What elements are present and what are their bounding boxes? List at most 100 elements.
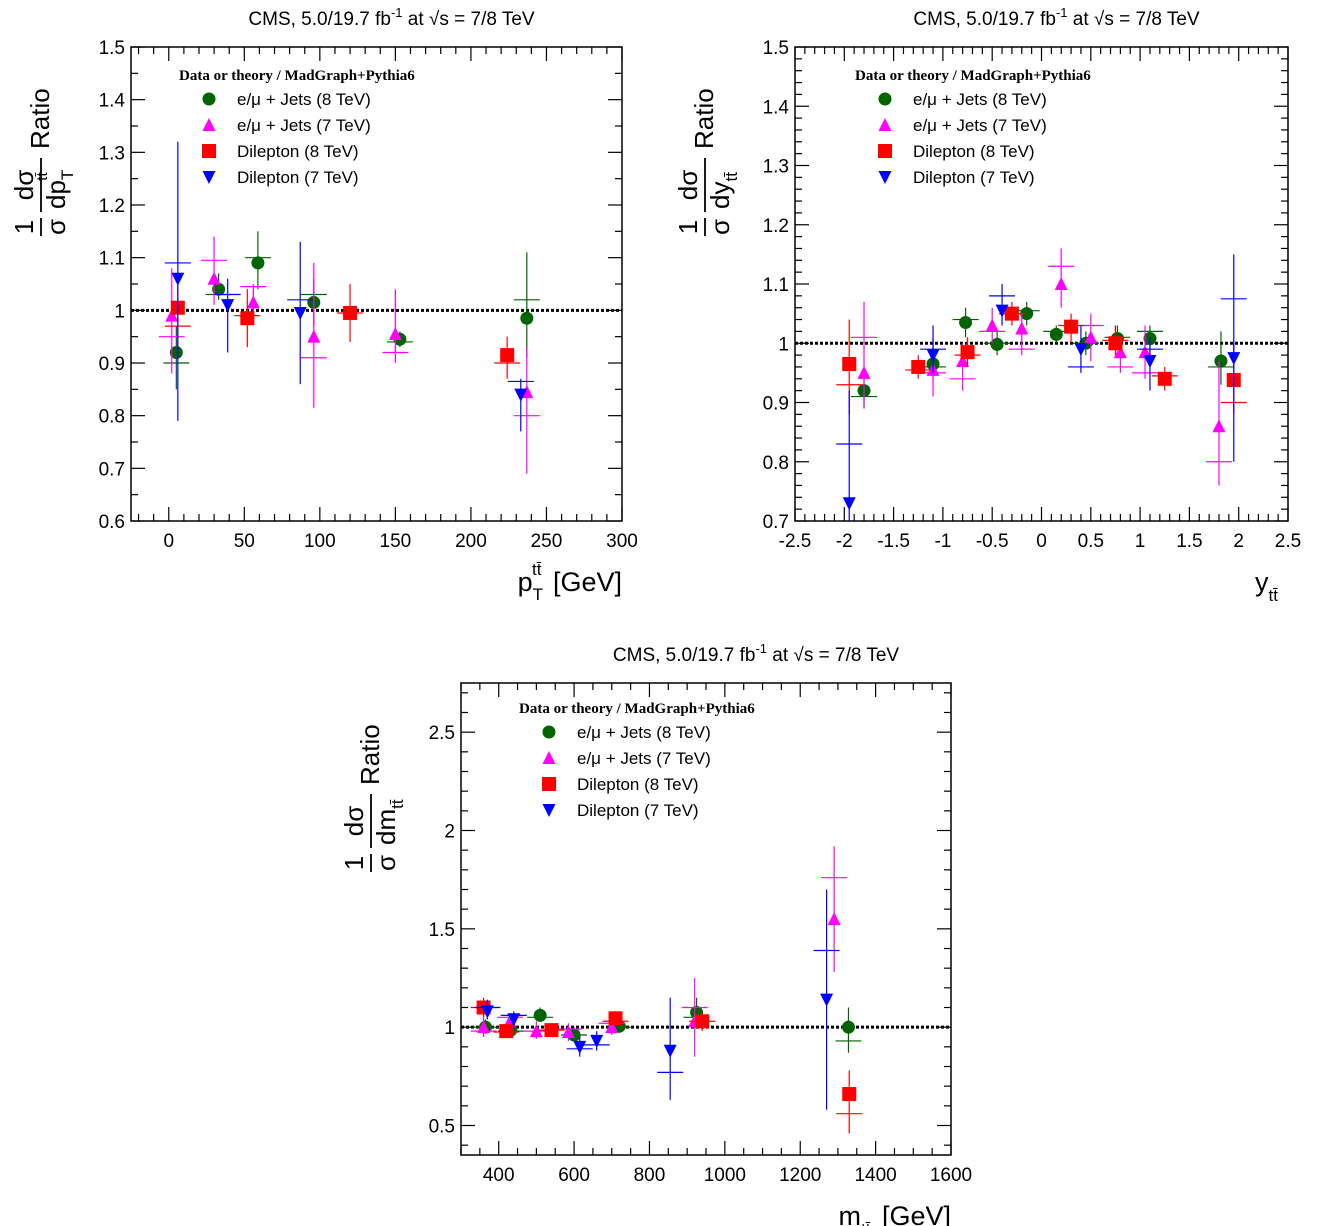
xlabel-base: p [518, 567, 533, 597]
series-ej7 [470, 846, 848, 1057]
data-marker [1020, 307, 1034, 321]
ylabel-ratio: Ratio [355, 724, 385, 785]
data-marker [207, 271, 221, 285]
data-marker [171, 272, 185, 286]
x-tick-label: -0.5 [976, 531, 1009, 552]
x-tick-label: 800 [634, 1165, 666, 1186]
data-marker [1143, 355, 1157, 369]
series-ej7 [158, 236, 540, 474]
legend-label: e/μ + Jets (7 TeV) [913, 116, 1047, 135]
x-axis-label: pTtt̄ [GeV] [518, 560, 622, 604]
series-ej7 [851, 248, 1232, 486]
data-point [1043, 325, 1070, 344]
y-tick-label: 1.3 [763, 157, 789, 178]
chart-panel-2: -2.5 -2 -1.5 -1 -0.5 0 0.5 1 1.5 2 2.5 0.7 0.8 0.9 1 1.… [673, 5, 1301, 605]
data-marker [956, 354, 970, 368]
data-marker [1157, 371, 1172, 386]
chart-panel-3: 400 600 800 1000 1200 1400 1600 0.5 1 1.5 2 2.5 Data… [339, 641, 972, 1226]
y-axis-label: 1 σ dσ dytt̄ Ratio [673, 88, 741, 236]
ylabel-num: dσ [339, 806, 369, 837]
data-point [583, 1031, 610, 1051]
xlabel-base: m [839, 1201, 862, 1226]
x-tick-label: 150 [380, 531, 412, 552]
ylabel-ratio: Ratio [25, 88, 55, 149]
title-part: CMS, 5.0/19.7 fb [613, 645, 756, 666]
title-part: at √s = 7/8 TeV [1068, 9, 1200, 30]
series-dl7 [164, 141, 534, 432]
title-sup: -1 [1056, 5, 1068, 20]
data-marker [1108, 336, 1123, 351]
data-marker [477, 1020, 491, 1034]
data-point [954, 337, 981, 367]
legend: Data or theory / MadGraph+Pythia6 e/μ + J… [519, 701, 755, 820]
ylabel-den: dpTtt̄ [34, 170, 77, 209]
data-point [1058, 313, 1085, 344]
data-point [287, 241, 314, 385]
x-tick-label: 1400 [854, 1165, 896, 1186]
data-point [300, 262, 327, 408]
y-tick-label: 0.6 [99, 512, 125, 533]
data-point [1008, 313, 1035, 356]
data-point [920, 325, 947, 373]
ylabel-sup: tt̄ [34, 172, 51, 181]
data-point [1048, 248, 1075, 308]
xlabel-sub: T [533, 585, 543, 604]
data-point [1136, 337, 1163, 391]
y-tick-label: 1.5 [99, 38, 125, 59]
data-point [835, 1007, 862, 1053]
data-point [163, 326, 190, 390]
data-point [566, 1037, 593, 1057]
y-tick-label: 2.5 [429, 723, 455, 744]
chart-panel-1: 0 50 100 150 200 250 300 0.6 0.7 0.8 0.9 1 1.1 1.2 1.3… [9, 5, 638, 604]
data-marker [480, 1005, 494, 1019]
data-marker [520, 311, 534, 325]
data-marker [343, 305, 358, 320]
series-dl8 [470, 997, 863, 1134]
ylabel-sub: tt̄ [722, 172, 741, 182]
data-marker [842, 497, 856, 511]
series-dl7 [474, 889, 840, 1110]
title-part: CMS, 5.0/19.7 fb [913, 9, 1056, 30]
data-point [527, 1007, 554, 1022]
data-marker [695, 1014, 710, 1029]
y-tick-label: 1.4 [763, 97, 790, 118]
y-tick-label: 1.5 [429, 920, 455, 941]
xlabel-unit: [GeV] [874, 1201, 951, 1226]
ylabel-sub: T [58, 170, 77, 180]
data-marker [293, 306, 307, 320]
data-point [1207, 331, 1234, 385]
data-marker [990, 337, 1004, 351]
data-point [513, 252, 540, 358]
legend-label: Dilepton (8 TeV) [577, 775, 699, 794]
y-tick-label: 0.8 [99, 407, 125, 428]
x-tick-label: 1.5 [1176, 531, 1202, 552]
xlabel-sub: tt̄ [861, 1220, 871, 1226]
data-point [214, 278, 241, 353]
legend-marker [202, 92, 216, 106]
data-marker [240, 311, 255, 326]
legend-marker [878, 144, 892, 158]
ylabel-num: dσ [9, 170, 39, 201]
data-marker [561, 1025, 575, 1039]
x-tick-label: 1 [1135, 531, 1146, 552]
xlabel-sub: tt̄ [1269, 586, 1279, 605]
title-part: CMS, 5.0/19.7 fb [248, 9, 391, 30]
data-point [979, 307, 1006, 344]
legend-marker [542, 751, 556, 764]
x-axis-label: mtt̄ [GeV] [839, 1201, 951, 1226]
data-point [337, 284, 364, 342]
x-tick-label: 1600 [930, 1165, 972, 1186]
y-tick-label: 0.7 [763, 512, 789, 533]
legend-label: e/μ + Jets (7 TeV) [237, 116, 371, 135]
legend-label: e/μ + Jets (8 TeV) [577, 723, 711, 742]
title-part: at √s = 7/8 TeV [767, 645, 899, 666]
x-tick-label: -2 [836, 531, 853, 552]
data-point [538, 1023, 565, 1038]
data-point [382, 289, 409, 363]
data-marker [169, 345, 183, 359]
legend-marker [542, 804, 556, 817]
x-tick-label: 400 [483, 1165, 515, 1186]
x-tick-label: 2.5 [1275, 531, 1301, 552]
data-marker [388, 327, 402, 341]
